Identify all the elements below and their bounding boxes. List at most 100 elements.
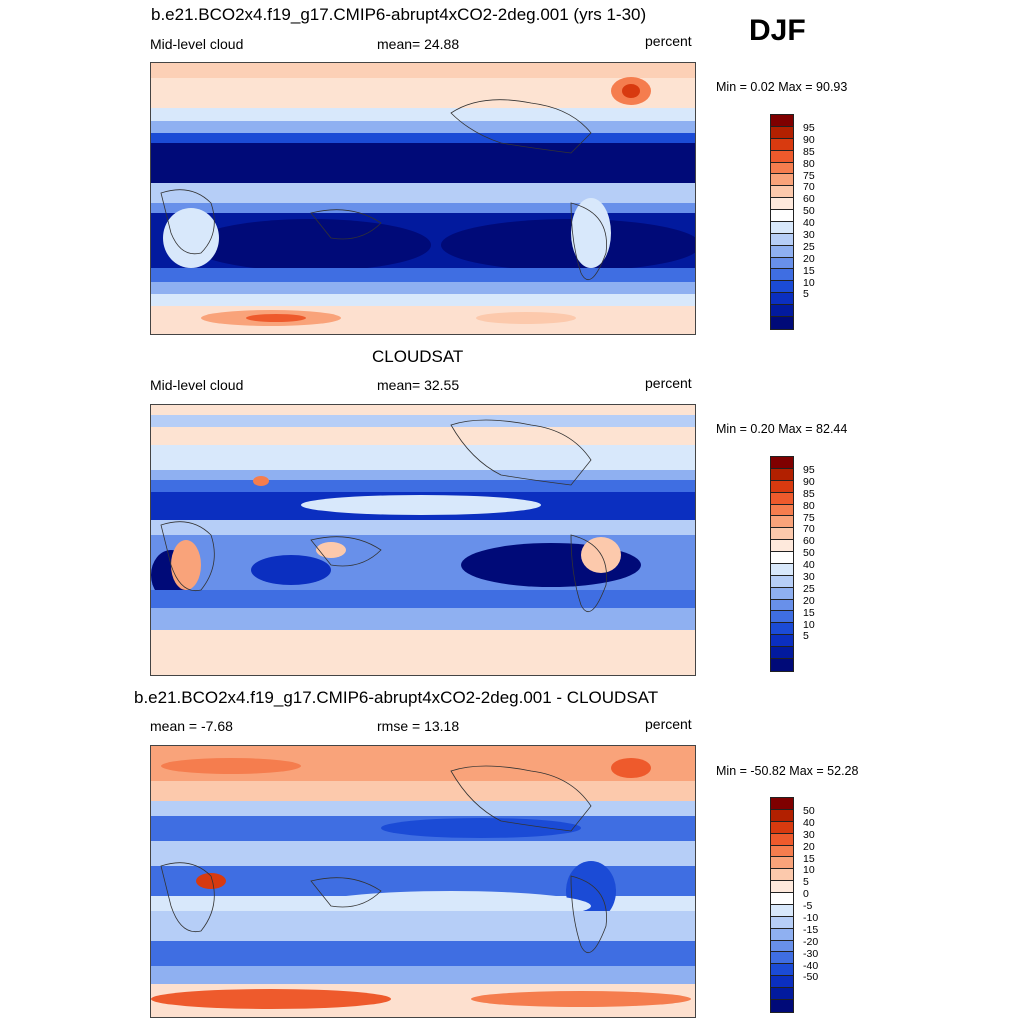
colorbar-swatch	[771, 115, 793, 127]
colorbar-tick-label: 30	[803, 570, 815, 583]
colorbar-tick-label: 25	[803, 240, 815, 253]
colorbar-tick-label: 85	[803, 145, 815, 158]
colorbar-tick-label: 70	[803, 523, 815, 536]
colorbar-swatch	[771, 857, 793, 870]
colorbar-tick-label: -30	[803, 947, 819, 960]
colorbar-swatch	[771, 504, 793, 517]
panel-3-units: percent	[645, 716, 692, 732]
colorbar-tick-label: 90	[803, 133, 815, 146]
panel-3-center-label: rmse = 13.18	[377, 718, 460, 734]
colorbar-swatch	[771, 516, 793, 529]
panel-1-center-label: mean= 24.88	[377, 36, 460, 52]
colorbar-tick-label: 85	[803, 487, 815, 500]
colorbar-swatch	[771, 126, 793, 139]
colorbar-swatch	[771, 964, 793, 977]
colorbar-tick-label: 75	[803, 169, 815, 182]
colorbar-swatch	[771, 281, 793, 294]
colorbar-swatch	[771, 269, 793, 282]
colorbar-tick-label: 15	[803, 606, 815, 619]
colorbar-swatch	[771, 210, 793, 222]
panel-2-colorbar	[770, 456, 794, 672]
panel-3-title: b.e21.BCO2x4.f19_g17.CMIP6-abrupt4xCO2-2…	[134, 688, 659, 707]
colorbar-tick-label: 0	[803, 888, 809, 901]
colorbar-swatch	[771, 150, 793, 163]
colorbar-tick-label: 60	[803, 535, 815, 548]
panel-2-left-label: Mid-level cloud	[150, 377, 244, 393]
colorbar-swatch	[771, 492, 793, 505]
colorbar-swatch	[771, 174, 793, 187]
colorbar-tick-label: 40	[803, 559, 815, 572]
colorbar-tick-label: 10	[803, 618, 815, 631]
colorbar-swatch	[771, 587, 793, 600]
colorbar-swatch	[771, 540, 793, 552]
colorbar-tick-label: 80	[803, 499, 815, 512]
colorbar-tick-label: -5	[803, 900, 813, 913]
colorbar-swatch	[771, 293, 793, 305]
colorbar-swatch	[771, 904, 793, 917]
colorbar-tick-label: -40	[803, 959, 819, 972]
panel-1-map	[150, 62, 696, 335]
colorbar-tick-label: 20	[803, 252, 815, 265]
colorbar-swatch	[771, 635, 793, 647]
colorbar-swatch	[771, 940, 793, 953]
colorbar-tick-label: 50	[803, 205, 815, 218]
colorbar-swatch	[771, 221, 793, 234]
colorbar-swatch	[771, 869, 793, 882]
panel-3-minmax: Min = -50.82 Max = 52.28	[716, 764, 859, 778]
colorbar-swatch	[771, 480, 793, 493]
panel-2-center-label: mean= 32.55	[377, 377, 460, 393]
colorbar-swatch	[771, 162, 793, 175]
colorbar-tick-label: -15	[803, 923, 819, 936]
panel-3-left-label: mean = -7.68	[150, 718, 233, 734]
panel-1-left-label: Mid-level cloud	[150, 36, 244, 52]
colorbar-swatch	[771, 928, 793, 941]
panel-2-minmax: Min = 0.20 Max = 82.44	[716, 422, 848, 436]
colorbar-swatch	[771, 881, 793, 893]
colorbar-swatch	[771, 821, 793, 834]
colorbar-tick-label: 50	[803, 804, 815, 817]
panel-1-minmax: Min = 0.02 Max = 90.93	[716, 80, 848, 94]
colorbar-tick-label: 90	[803, 475, 815, 488]
panel-1-title: b.e21.BCO2x4.f19_g17.CMIP6-abrupt4xCO2-2…	[151, 5, 647, 24]
colorbar-tick-label: 5	[803, 630, 809, 643]
colorbar-tick-label: 5	[803, 876, 809, 889]
colorbar-swatch	[771, 611, 793, 624]
colorbar-tick-label: 95	[803, 463, 815, 476]
colorbar-swatch	[771, 528, 793, 541]
colorbar-tick-label: 15	[803, 852, 815, 865]
panel-3-map	[150, 745, 696, 1018]
colorbar-tick-label: 40	[803, 217, 815, 230]
colorbar-swatch	[771, 647, 793, 659]
colorbar-swatch	[771, 233, 793, 246]
colorbar-swatch	[771, 916, 793, 929]
colorbar-tick-label: 10	[803, 864, 815, 877]
panel-2-map	[150, 404, 696, 676]
colorbar-swatch	[771, 245, 793, 258]
colorbar-tick-label: 20	[803, 840, 815, 853]
panel-2-units: percent	[645, 375, 692, 391]
colorbar-tick-label: 30	[803, 828, 815, 841]
colorbar-tick-label: -10	[803, 911, 819, 924]
colorbar-tick-label: 5	[803, 288, 809, 301]
colorbar-tick-label: 40	[803, 816, 815, 829]
colorbar-swatch	[771, 833, 793, 846]
colorbar-swatch	[771, 316, 793, 329]
colorbar-tick-label: -50	[803, 971, 819, 984]
colorbar-tick-label: 30	[803, 228, 815, 241]
colorbar-swatch	[771, 457, 793, 469]
colorbar-swatch	[771, 138, 793, 151]
colorbar-swatch	[771, 552, 793, 564]
colorbar-swatch	[771, 658, 793, 671]
panel-1-colorbar	[770, 114, 794, 330]
colorbar-tick-label: -20	[803, 935, 819, 948]
colorbar-swatch	[771, 563, 793, 576]
colorbar-swatch	[771, 845, 793, 858]
colorbar-tick-label: 80	[803, 157, 815, 170]
colorbar-swatch	[771, 186, 793, 199]
colorbar-swatch	[771, 257, 793, 270]
colorbar-swatch	[771, 999, 793, 1012]
colorbar-swatch	[771, 988, 793, 1000]
colorbar-tick-label: 25	[803, 582, 815, 595]
panel-3-colorbar	[770, 797, 794, 1013]
colorbar-tick-label: 70	[803, 181, 815, 194]
